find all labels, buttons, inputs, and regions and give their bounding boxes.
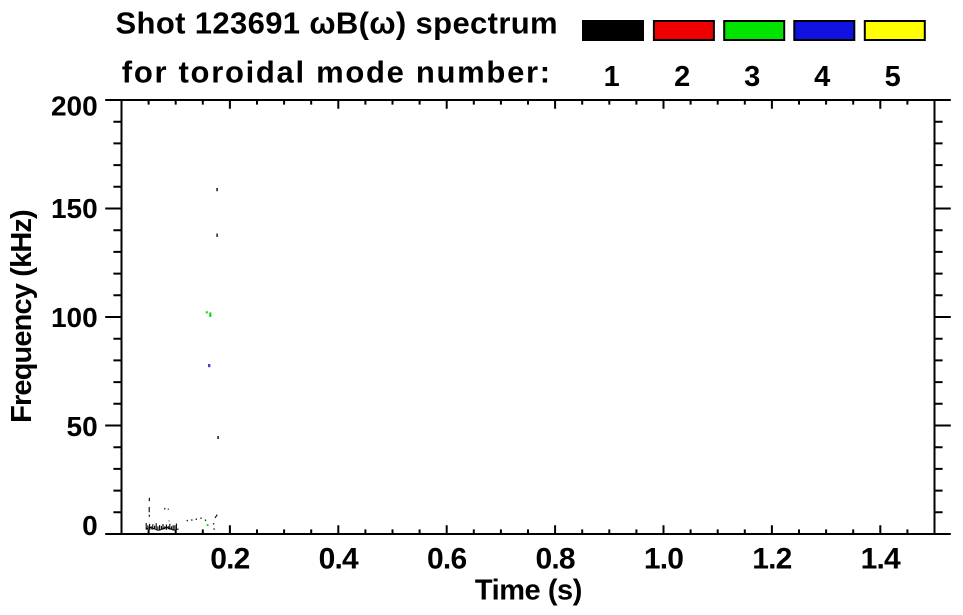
svg-text:2: 2 [674, 61, 690, 93]
svg-text:200: 200 [51, 90, 98, 121]
svg-text:0.8: 0.8 [535, 543, 574, 576]
svg-text:0.2: 0.2 [210, 543, 249, 576]
svg-text:Time (s): Time (s) [475, 574, 582, 606]
svg-text:50: 50 [67, 411, 98, 442]
svg-text:0: 0 [82, 510, 98, 541]
svg-text:4: 4 [814, 61, 830, 93]
svg-text:5: 5 [885, 61, 901, 93]
svg-text:1.4: 1.4 [861, 543, 901, 576]
svg-text:Shot 123691 ωB(ω) spectrum: Shot 123691 ωB(ω) spectrum [116, 5, 558, 40]
svg-text:100: 100 [51, 302, 98, 333]
svg-text:for toroidal mode number:: for toroidal mode number: [122, 54, 552, 89]
svg-text:1.2: 1.2 [752, 543, 791, 576]
svg-text:1: 1 [604, 61, 620, 93]
svg-text:0.6: 0.6 [427, 543, 466, 576]
svg-text:3: 3 [744, 61, 760, 93]
svg-text:150: 150 [51, 193, 98, 224]
svg-text:1.0: 1.0 [644, 543, 683, 576]
svg-text:Frequency (kHz): Frequency (kHz) [6, 210, 38, 423]
svg-text:0.4: 0.4 [319, 543, 359, 576]
